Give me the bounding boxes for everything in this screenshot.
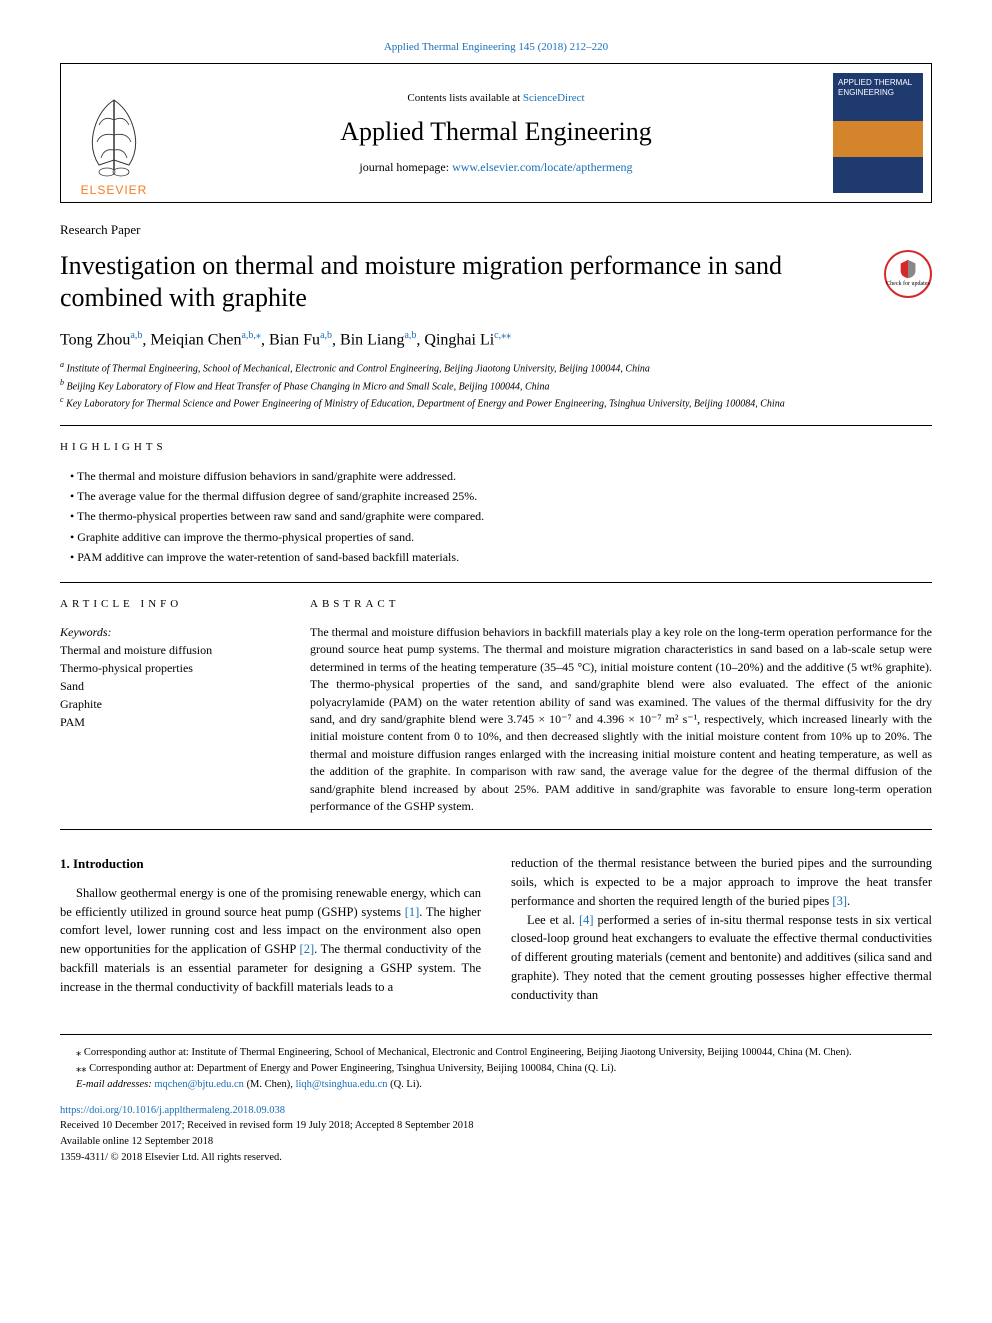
- ref-link[interactable]: [1]: [405, 905, 420, 919]
- journal-title: Applied Thermal Engineering: [169, 114, 823, 150]
- email2-suffix: (Q. Li).: [387, 1079, 421, 1090]
- ref-link[interactable]: [3]: [832, 894, 847, 908]
- keyword: Thermal and moisture diffusion: [60, 641, 260, 659]
- highlight-item: PAM additive can improve the water-reten…: [70, 547, 932, 567]
- email-line: E-mail addresses: mqchen@bjtu.edu.cn (M.…: [60, 1077, 932, 1093]
- journal-cover[interactable]: APPLIED THERMAL ENGINEERING: [833, 73, 923, 193]
- journal-homepage: journal homepage: www.elsevier.com/locat…: [169, 159, 823, 176]
- article-info: ARTICLE INFO Keywords: Thermal and moist…: [60, 597, 260, 816]
- elsevier-text: ELSEVIER: [81, 182, 148, 199]
- body-left-text: Shallow geothermal energy is one of the …: [60, 884, 481, 997]
- cover-title: APPLIED THERMAL ENGINEERING: [833, 73, 923, 102]
- keyword: Sand: [60, 677, 260, 695]
- available-line: Available online 12 September 2018: [60, 1136, 213, 1147]
- body-right-column: reduction of the thermal resistance betw…: [511, 854, 932, 1004]
- contents-prefix: Contents lists available at: [407, 92, 522, 104]
- affiliation: c Key Laboratory for Thermal Science and…: [60, 394, 932, 411]
- highlight-item: The thermo-physical properties between r…: [70, 506, 932, 526]
- email-2[interactable]: liqh@tsinghua.edu.cn: [296, 1079, 388, 1090]
- doi-link[interactable]: https://doi.org/10.1016/j.applthermaleng…: [60, 1105, 285, 1116]
- ref-link[interactable]: [4]: [579, 913, 594, 927]
- body-right-p2: Lee et al. [4] performed a series of in-…: [511, 911, 932, 1005]
- corresponding-1: ⁎ Corresponding author at: Institute of …: [60, 1045, 932, 1061]
- updates-text: Check for updates: [886, 280, 930, 288]
- info-abstract-row: ARTICLE INFO Keywords: Thermal and moist…: [60, 597, 932, 816]
- keyword: PAM: [60, 713, 260, 731]
- divider: [60, 582, 932, 583]
- keyword: Thermo-physical properties: [60, 659, 260, 677]
- article-info-label: ARTICLE INFO: [60, 597, 260, 612]
- received-line: Received 10 December 2017; Received in r…: [60, 1120, 473, 1131]
- divider: [60, 829, 932, 830]
- body-left-column: 1. Introduction Shallow geothermal energ…: [60, 854, 481, 1004]
- highlight-item: The average value for the thermal diffus…: [70, 486, 932, 506]
- highlight-item: The thermal and moisture diffusion behav…: [70, 466, 932, 486]
- body-columns: 1. Introduction Shallow geothermal energ…: [60, 854, 932, 1004]
- sciencedirect-link[interactable]: ScienceDirect: [523, 92, 585, 104]
- affiliation: b Beijing Key Laboratory of Flow and Hea…: [60, 377, 932, 394]
- article-type: Research Paper: [60, 221, 932, 239]
- title-row: Investigation on thermal and moisture mi…: [60, 250, 932, 315]
- homepage-prefix: journal homepage:: [359, 160, 452, 174]
- abstract-column: ABSTRACT The thermal and moisture diffus…: [310, 597, 932, 816]
- homepage-link[interactable]: www.elsevier.com/locate/apthermeng: [452, 160, 633, 174]
- keyword: Graphite: [60, 695, 260, 713]
- highlights-label: HIGHLIGHTS: [60, 440, 932, 455]
- body-right-p1: reduction of the thermal resistance betw…: [511, 854, 932, 910]
- divider: [60, 425, 932, 426]
- check-updates-badge[interactable]: Check for updates: [884, 250, 932, 298]
- footnotes: ⁎ Corresponding author at: Institute of …: [60, 1034, 932, 1092]
- authors: Tong Zhoua,b, Meiqian Chena,b,⁎, Bian Fu…: [60, 329, 932, 352]
- updates-icon: [897, 258, 919, 280]
- corresponding-2: ⁎⁎ Corresponding author at: Department o…: [60, 1061, 932, 1077]
- highlights-list: The thermal and moisture diffusion behav…: [60, 466, 932, 568]
- top-citation[interactable]: Applied Thermal Engineering 145 (2018) 2…: [60, 40, 932, 55]
- article-title: Investigation on thermal and moisture mi…: [60, 250, 884, 315]
- keywords-list: Thermal and moisture diffusionThermo-phy…: [60, 641, 260, 731]
- email1-suffix: (M. Chen),: [244, 1079, 296, 1090]
- elsevier-logo[interactable]: ELSEVIER: [69, 68, 159, 198]
- abstract-text: The thermal and moisture diffusion behav…: [310, 624, 932, 815]
- section-heading: 1. Introduction: [60, 854, 481, 874]
- copyright-line: 1359-4311/ © 2018 Elsevier Ltd. All righ…: [60, 1152, 282, 1163]
- highlight-item: Graphite additive can improve the thermo…: [70, 527, 932, 547]
- elsevier-tree-icon: [79, 90, 149, 180]
- email-prefix: E-mail addresses:: [76, 1079, 154, 1090]
- doi-block: https://doi.org/10.1016/j.applthermaleng…: [60, 1103, 932, 1166]
- keywords-label: Keywords:: [60, 624, 260, 641]
- ref-link[interactable]: [2]: [300, 942, 315, 956]
- affiliations: a Institute of Thermal Engineering, Scho…: [60, 359, 932, 411]
- abstract-label: ABSTRACT: [310, 597, 932, 612]
- affiliation: a Institute of Thermal Engineering, Scho…: [60, 359, 932, 376]
- header-center: Contents lists available at ScienceDirec…: [159, 91, 833, 176]
- contents-line: Contents lists available at ScienceDirec…: [169, 91, 823, 106]
- journal-header: ELSEVIER Contents lists available at Sci…: [60, 63, 932, 203]
- email-1[interactable]: mqchen@bjtu.edu.cn: [154, 1079, 244, 1090]
